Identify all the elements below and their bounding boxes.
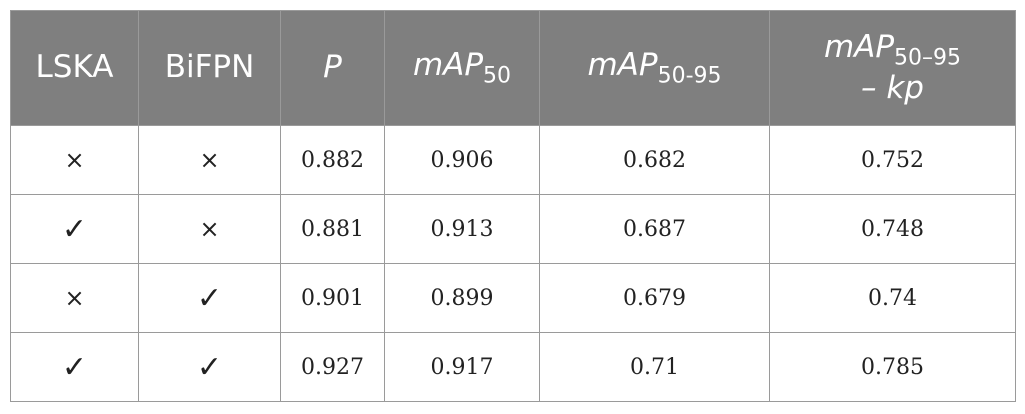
header-map50-label: mAP (412, 46, 484, 83)
cell-p: 0.881 (280, 194, 385, 264)
cell-map5095: 0.682 (539, 125, 770, 195)
cell-map5095kp: 0.752 (769, 125, 1016, 195)
cell-map50: 0.913 (384, 194, 540, 264)
header-map5095kp-label: mAP (823, 28, 895, 65)
table-row: ✓ × 0.881 0.913 0.687 0.748 (10, 194, 1016, 264)
table-row: × × 0.882 0.906 0.682 0.752 (10, 125, 1016, 195)
cell-lska: × (10, 263, 139, 333)
cell-lska: ✓ (10, 194, 139, 264)
header-map5095-subscript: 50-95 (657, 63, 722, 89)
table-header: LSKA BiFPN P mAP50 mAP50-95 mAP50–95 – k… (10, 10, 1016, 126)
header-map5095kp: mAP50–95 – kp (769, 10, 1016, 126)
header-map5095kp-line2: – kp (861, 69, 924, 106)
header-map5095-label: mAP (587, 46, 658, 83)
cell-bifpn: × (138, 125, 281, 195)
cell-bifpn: × (138, 194, 281, 264)
cell-map5095kp: 0.74 (769, 263, 1016, 333)
table-row: × ✓ 0.901 0.899 0.679 0.74 (10, 263, 1016, 333)
header-map5095kp-subscript: 50–95 (894, 45, 962, 71)
cross-icon: × (64, 146, 85, 174)
cell-map50: 0.917 (384, 332, 540, 402)
results-table-container: LSKA BiFPN P mAP50 mAP50-95 mAP50–95 – k… (10, 10, 1016, 402)
cell-p: 0.901 (280, 263, 385, 333)
header-map5095kp-line1: mAP50–95 (823, 28, 961, 71)
check-icon: ✓ (196, 349, 223, 385)
cell-p: 0.927 (280, 332, 385, 402)
header-bifpn: BiFPN (138, 10, 281, 126)
cell-bifpn: ✓ (138, 263, 281, 333)
header-bifpn-label: BiFPN (164, 49, 255, 86)
cell-lska: ✓ (10, 332, 139, 402)
header-lska-label: LSKA (35, 49, 114, 86)
header-lska: LSKA (10, 10, 139, 126)
cell-lska: × (10, 125, 139, 195)
cell-map50: 0.906 (384, 125, 540, 195)
header-p: P (280, 10, 385, 126)
table-row: ✓ ✓ 0.927 0.917 0.71 0.785 (10, 332, 1016, 402)
cell-map5095: 0.679 (539, 263, 770, 333)
header-map50: mAP50 (384, 10, 540, 126)
cell-map5095: 0.71 (539, 332, 770, 402)
cross-icon: × (64, 284, 85, 312)
cell-bifpn: ✓ (138, 332, 281, 402)
check-icon: ✓ (61, 211, 88, 247)
cell-map50: 0.899 (384, 263, 540, 333)
check-icon: ✓ (61, 349, 88, 385)
check-icon: ✓ (196, 280, 223, 316)
header-map5095: mAP50-95 (539, 10, 770, 126)
cross-icon: × (199, 215, 220, 243)
header-map50-subscript: 50 (483, 63, 512, 89)
ablation-results-table: LSKA BiFPN P mAP50 mAP50-95 mAP50–95 – k… (10, 10, 1016, 402)
table-body: × × 0.882 0.906 0.682 0.752 ✓ × 0.881 0.… (10, 125, 1016, 402)
header-row: LSKA BiFPN P mAP50 mAP50-95 mAP50–95 – k… (10, 10, 1016, 126)
header-p-label: P (323, 49, 342, 86)
cell-map5095: 0.687 (539, 194, 770, 264)
cell-map5095kp: 0.748 (769, 194, 1016, 264)
cell-map5095kp: 0.785 (769, 332, 1016, 402)
cell-p: 0.882 (280, 125, 385, 195)
cross-icon: × (199, 146, 220, 174)
